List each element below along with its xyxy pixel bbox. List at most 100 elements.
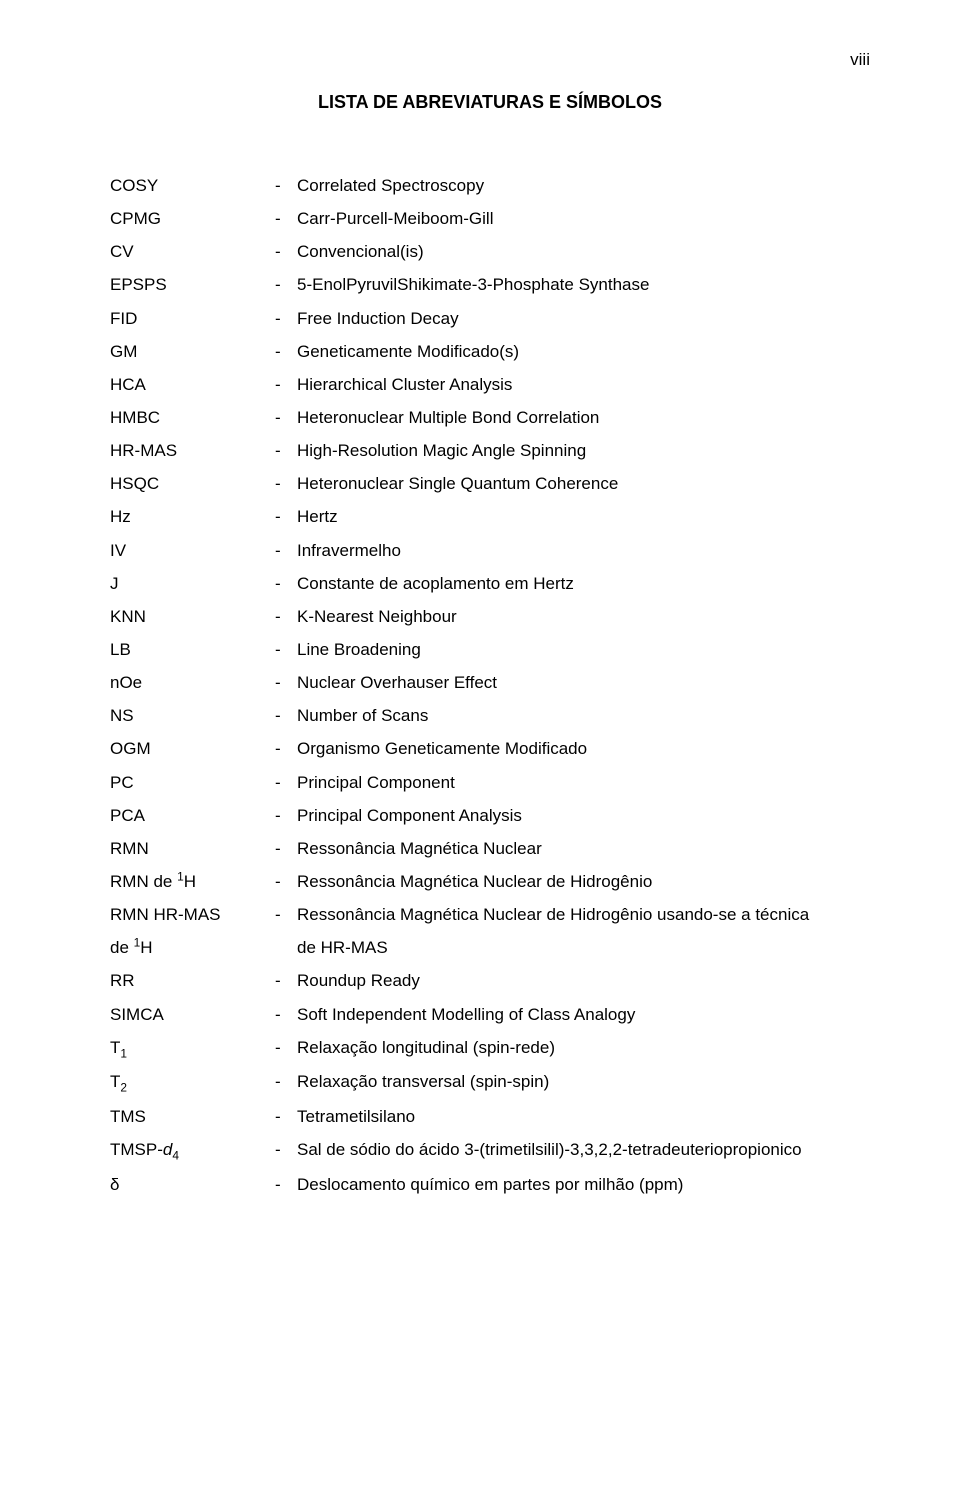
abbrev-value: Deslocamento químico em partes por milhã… [297,1168,870,1201]
abbrev-value: Ressonância Magnética Nuclear [297,832,870,865]
abbrev-dash: - [275,666,297,699]
abbrev-dash: - [275,534,297,567]
abbrev-value: Hierarchical Cluster Analysis [297,368,870,401]
abbrev-key: HCA [110,368,275,401]
abbrev-key: TMS [110,1100,275,1133]
abbrev-key: J [110,567,275,600]
abbrev-dash: - [275,434,297,467]
abbrev-row: HSQC-Heteronuclear Single Quantum Cohere… [110,467,870,500]
abbrev-row: IV-Infravermelho [110,534,870,567]
abbrev-dash: - [275,633,297,666]
abbrev-row: nOe-Nuclear Overhauser Effect [110,666,870,699]
abbrev-value: High-Resolution Magic Angle Spinning [297,434,870,467]
abbrev-row: PC-Principal Component [110,766,870,799]
abbrev-row: HCA-Hierarchical Cluster Analysis [110,368,870,401]
abbrev-key: COSY [110,169,275,202]
abbrev-row: δ-Deslocamento químico em partes por mil… [110,1168,870,1201]
abbrev-dash: - [275,1065,297,1098]
abbrev-value: Roundup Ready [297,964,870,997]
abbrev-key: RR [110,964,275,997]
abbrev-key: Hz [110,500,275,533]
abbrev-value: Soft Independent Modelling of Class Anal… [297,998,870,1031]
abbrev-row: FID-Free Induction Decay [110,302,870,335]
abbrev-key: HR-MAS [110,434,275,467]
abbrev-key: HMBC [110,401,275,434]
abbrev-value: de HR-MAS [297,931,870,964]
abbrev-key: TMSP-d4 [110,1133,275,1168]
abbrev-row: GM-Geneticamente Modificado(s) [110,335,870,368]
abbrev-key: EPSPS [110,268,275,301]
abbrev-dash: - [275,368,297,401]
abbrev-value: K-Nearest Neighbour [297,600,870,633]
abbrev-key: de 1H [110,931,275,964]
abbrev-value: Heteronuclear Multiple Bond Correlation [297,401,870,434]
abbrev-key: IV [110,534,275,567]
abbrev-key: nOe [110,666,275,699]
abbrev-row: TMS-Tetrametilsilano [110,1100,870,1133]
abbrev-key: RMN HR-MAS [110,898,275,931]
page-title: LISTA DE ABREVIATURAS E SÍMBOLOS [110,92,870,113]
abbrev-dash: - [275,235,297,268]
abbrev-row: HR-MAS-High-Resolution Magic Angle Spinn… [110,434,870,467]
abbreviations-table: COSY-Correlated SpectroscopyCPMG-Carr-Pu… [110,169,870,1201]
abbrev-dash: - [275,268,297,301]
abbrev-dash: - [275,1031,297,1064]
abbrev-value: Hertz [297,500,870,533]
abbrev-row: J-Constante de acoplamento em Hertz [110,567,870,600]
abbrev-dash: - [275,766,297,799]
abbrev-key: FID [110,302,275,335]
abbrev-value: Infravermelho [297,534,870,567]
abbrev-dash: - [275,699,297,732]
abbrev-value: Relaxação longitudinal (spin-rede) [297,1031,870,1064]
abbrev-value: Nuclear Overhauser Effect [297,666,870,699]
abbrev-row: CV-Convencional(is) [110,235,870,268]
abbrev-value: Constante de acoplamento em Hertz [297,567,870,600]
abbrev-row: HMBC-Heteronuclear Multiple Bond Correla… [110,401,870,434]
abbrev-dash: - [275,998,297,1031]
abbrev-key: PC [110,766,275,799]
abbrev-value: Free Induction Decay [297,302,870,335]
abbrev-row: RMN-Ressonância Magnética Nuclear [110,832,870,865]
abbrev-dash: - [275,567,297,600]
abbrev-dash: - [275,898,297,931]
abbrev-value: Principal Component Analysis [297,799,870,832]
abbrev-row: RR-Roundup Ready [110,964,870,997]
abbrev-value: Principal Component [297,766,870,799]
abbrev-dash: - [275,302,297,335]
abbrev-value: Geneticamente Modificado(s) [297,335,870,368]
abbrev-dash: - [275,732,297,765]
abbrev-value: Tetrametilsilano [297,1100,870,1133]
abbrev-dash: - [275,1133,297,1166]
abbrev-key: GM [110,335,275,368]
abbrev-value: Relaxação transversal (spin-spin) [297,1065,870,1098]
abbrev-value: Number of Scans [297,699,870,732]
abbrev-dash: - [275,467,297,500]
abbrev-value: Correlated Spectroscopy [297,169,870,202]
abbrev-dash: - [275,500,297,533]
abbrev-dash: - [275,401,297,434]
abbrev-dash: - [275,865,297,898]
abbrev-value: Sal de sódio do ácido 3-(trimetilsilil)-… [297,1133,870,1166]
abbrev-key: δ [110,1168,275,1201]
abbrev-key: T2 [110,1065,275,1100]
abbrev-key: RMN [110,832,275,865]
abbrev-row: SIMCA-Soft Independent Modelling of Clas… [110,998,870,1031]
abbrev-dash: - [275,799,297,832]
abbrev-dash: - [275,169,297,202]
abbrev-key: CV [110,235,275,268]
abbrev-row: LB-Line Broadening [110,633,870,666]
abbrev-key: HSQC [110,467,275,500]
abbrev-value: Heteronuclear Single Quantum Coherence [297,467,870,500]
abbrev-key: KNN [110,600,275,633]
abbrev-key: NS [110,699,275,732]
abbrev-row: KNN-K-Nearest Neighbour [110,600,870,633]
abbrev-row: COSY-Correlated Spectroscopy [110,169,870,202]
abbrev-key: RMN de 1H [110,865,275,898]
abbrev-dash: - [275,964,297,997]
abbrev-dash: - [275,600,297,633]
abbrev-key: PCA [110,799,275,832]
abbrev-dash: - [275,335,297,368]
abbrev-row: CPMG-Carr-Purcell-Meiboom-Gill [110,202,870,235]
abbrev-key: LB [110,633,275,666]
abbrev-value: Line Broadening [297,633,870,666]
